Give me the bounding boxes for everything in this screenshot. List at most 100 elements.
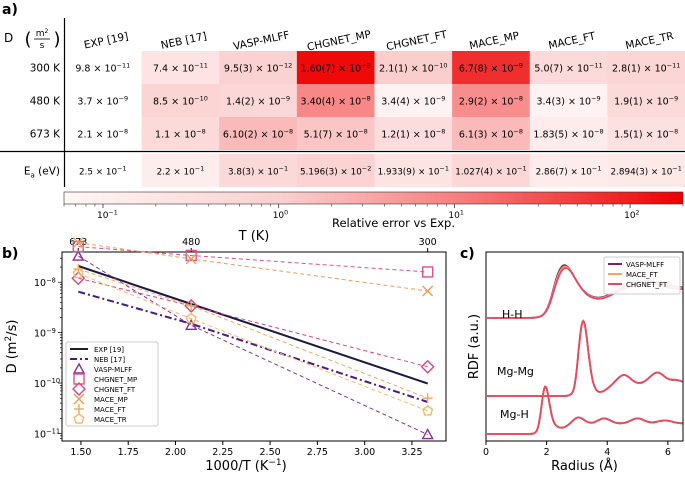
cell-mantissa: 1.2(1) × 10 [381, 130, 436, 141]
y-tick-label: 10−9 [34, 327, 56, 340]
cell-exponent: −8 [361, 95, 371, 103]
heatmap-cell [219, 51, 298, 84]
cell-exponent: −9 [281, 95, 291, 103]
heatmap-cell [529, 117, 608, 150]
x-axis-label-text: 1000/T (K [205, 459, 269, 474]
row-header-d: D [4, 31, 13, 45]
series-MACE_FT [73, 264, 433, 404]
heatmap-cell [607, 51, 685, 84]
cell-exponent: −8 [358, 128, 368, 136]
unit-paren-right: ) [53, 29, 60, 50]
data-point [420, 359, 435, 374]
rdf-label-hh: H-H [502, 308, 523, 321]
row-label-text: E [24, 166, 31, 178]
panel-b-arrhenius-plot: b)1.50 1.75 2.00 2.25 2.50 2.75 3.00 3.2510−111… [2, 229, 447, 474]
data-point [422, 405, 434, 416]
base: 10 [97, 211, 109, 221]
exponent: 0 [284, 209, 288, 216]
cell-value: 1.83(5) × 10−8 [533, 128, 603, 141]
y-axis-label: RDF (a.u.) [467, 314, 482, 379]
cell-mantissa: 3.7 × 10 [77, 97, 118, 108]
heatmap-cell [64, 84, 143, 117]
top-x-tick-label: 480 [182, 237, 200, 248]
x-tick-label: 3.25 [401, 447, 422, 458]
column-header: NEB [17] [160, 30, 208, 51]
legend-label: VASP-MLFF [626, 261, 664, 269]
data-point [186, 300, 197, 311]
row-label: 300 K [30, 63, 61, 75]
exponent: −9 [46, 327, 56, 335]
series-line [78, 277, 428, 368]
rdf-group-Mg-Mg [486, 319, 683, 397]
heatmap-cell [141, 84, 220, 117]
cell-exponent: −8 [669, 128, 679, 136]
data-point [185, 312, 197, 324]
cell-exponent: −1 [279, 165, 289, 173]
plot-frame [61, 251, 447, 442]
cell-value: 3.8(3) × 10−1 [228, 165, 288, 178]
exponent: 2 [636, 209, 640, 216]
legend-marker [72, 362, 86, 374]
cell-value: 1.933(9) × 10−1 [378, 165, 449, 178]
heatmap-cell [141, 154, 220, 187]
cell-mantissa: 1.9(1) × 10 [614, 97, 669, 108]
row-label-tail: (eV) [35, 166, 60, 178]
data-point [72, 237, 84, 249]
cell-exponent: −8 [284, 128, 294, 136]
cell-value: 3.4(3) × 10−9 [536, 95, 600, 108]
heatmap-cell [374, 51, 453, 84]
x-axis-label: 1000/T (K−1) [205, 458, 287, 474]
cell-exponent: −8 [594, 128, 604, 136]
cell-value: 1.1 × 10−8 [155, 128, 206, 141]
column-header: MACE_MP [468, 30, 520, 52]
series-line [78, 272, 428, 412]
heatmap-cell [529, 154, 608, 187]
base: 10 [34, 329, 46, 340]
series-MACE_MP [72, 237, 434, 297]
y-tick-label: 10−11 [34, 428, 60, 441]
cell-exponent: −8 [436, 128, 446, 136]
row-label-text: 300 K [30, 63, 61, 75]
legend-marker [73, 373, 85, 385]
column-header: VASP-MLFF [232, 29, 290, 53]
cell-exponent: −1 [517, 165, 527, 173]
cell-mantissa: 1.933(9) × 10 [378, 168, 440, 178]
cell-value: 1.9(1) × 10−9 [614, 95, 678, 108]
legend-marker [73, 413, 85, 424]
exponent: −10 [46, 377, 60, 385]
cell-value: 1.2(1) × 10−8 [381, 128, 445, 141]
cell-exponent: −8 [196, 128, 206, 136]
base: 10 [448, 211, 460, 221]
row-label-sub: a [31, 172, 35, 180]
rdf-label-mgmg: Mg-Mg [497, 365, 534, 378]
cell-exponent: −8 [513, 95, 523, 103]
cell-mantissa: 3.4(4) × 10 [381, 97, 436, 108]
marker-stroke [422, 285, 434, 297]
cell-value: 9.5(3) × 10−12 [224, 62, 292, 75]
top-x-axis-label: T (K) [238, 229, 270, 244]
column-header: MACE_TR [624, 30, 674, 52]
top-x-tick-label: 300 [419, 237, 437, 248]
heatmap-cell [141, 51, 220, 84]
cell-value: 2.8(1) × 10−11 [612, 62, 680, 75]
cell-exponent: −9 [669, 95, 679, 103]
cell-mantissa: 2.1 × 10 [77, 130, 118, 141]
legend-label: CHGNET_FT [626, 281, 668, 289]
legend-label: MACE_FT [626, 271, 658, 279]
cell-value: 2.2 × 10−1 [157, 165, 205, 178]
y-tick-label: 10−10 [34, 377, 60, 390]
rdf-curve-CHGNET_FT [486, 385, 683, 435]
cell-value: 6.10(2) × 10−8 [223, 128, 293, 141]
x-tick-label: 1.75 [118, 447, 139, 458]
cell-mantissa: 8.5 × 10 [153, 97, 194, 108]
legend-label: MACE_FT [94, 406, 126, 414]
row-label-text: 673 K [30, 129, 61, 141]
legend-label: MACE_TR [94, 416, 127, 424]
cell-mantissa: 2.1(1) × 10 [379, 64, 434, 75]
legend-marker [74, 404, 84, 414]
data-point [72, 267, 84, 279]
series-line [78, 246, 428, 273]
heatmap-cell [64, 154, 143, 187]
cell-exponent: −9 [513, 62, 523, 70]
cell-mantissa: 1.60(7) × 10 [301, 64, 362, 75]
